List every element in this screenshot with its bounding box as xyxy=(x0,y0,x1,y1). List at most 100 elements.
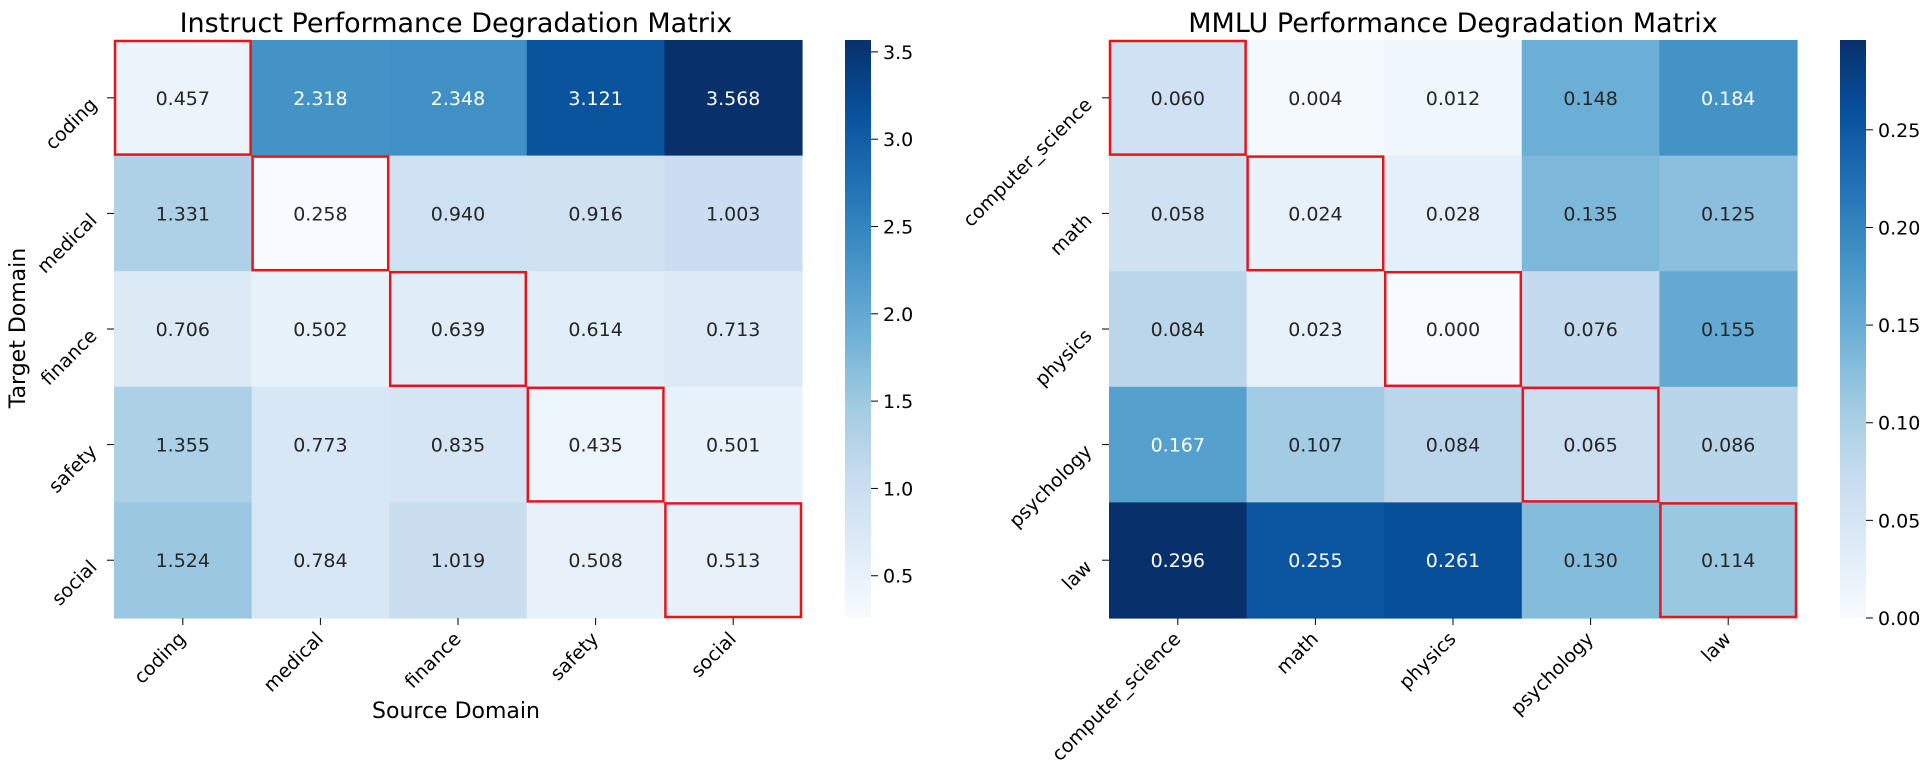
colorbar-tick-label: 2.5 xyxy=(883,216,913,238)
heatmap-cell xyxy=(526,155,665,272)
cell-value-label: 0.255 xyxy=(1288,550,1342,572)
heatmap-cell xyxy=(1659,386,1798,503)
heatmap-cell xyxy=(664,386,803,503)
x-tick-label: math xyxy=(1272,628,1323,679)
heatmap-cell xyxy=(1246,502,1385,619)
heatmap-cell xyxy=(1109,40,1248,157)
cell-value-label: 0.773 xyxy=(293,435,347,457)
cell-value-label: 0.835 xyxy=(431,435,485,457)
heatmap-cell xyxy=(114,40,253,157)
heatmap-cell xyxy=(1109,502,1248,619)
cell-value-label: 0.107 xyxy=(1288,435,1342,457)
cell-value-label: 0.784 xyxy=(293,550,347,572)
cell-value-label: 1.019 xyxy=(431,550,485,572)
y-tick-label: social xyxy=(48,556,102,610)
x-tick-label: psychology xyxy=(1507,628,1599,720)
heatmap-cell xyxy=(1659,155,1798,272)
heatmap-cell xyxy=(526,502,665,619)
heatmap-cell xyxy=(251,40,390,157)
colorbar-gradient xyxy=(845,40,871,618)
heatmap-cell xyxy=(251,386,390,503)
y-tick-label: physics xyxy=(1031,325,1097,391)
y-axis-title: Target Domain xyxy=(6,248,31,409)
heatmap-cell xyxy=(526,271,665,388)
heatmap-cell xyxy=(1659,40,1798,157)
heatmap-cell xyxy=(664,155,803,272)
colorbar-tick-label: 0.5 xyxy=(883,566,913,588)
cell-value-label: 0.258 xyxy=(293,203,347,225)
cell-value-label: 0.706 xyxy=(156,319,210,341)
instruct-heatmap: Instruct Performance Degradation Matrix … xyxy=(6,8,913,724)
y-tick-label: finance xyxy=(37,325,102,390)
heatmap-cell xyxy=(664,502,803,619)
colorbar-tick-label: 2.0 xyxy=(883,304,913,326)
y-tick-label: law xyxy=(1058,556,1097,595)
colorbar-gradient xyxy=(1840,40,1866,618)
cell-value-label: 0.457 xyxy=(156,88,210,110)
colorbar-tick-label: 0.15 xyxy=(1878,315,1920,337)
diagonal-highlights xyxy=(1108,39,1798,619)
cell-value-label: 0.508 xyxy=(568,550,622,572)
cell-value-label: 1.331 xyxy=(156,203,210,225)
heatmap-cell xyxy=(389,155,528,272)
x-tick-label: finance xyxy=(401,628,466,693)
cell-value-label: 0.614 xyxy=(568,319,622,341)
cell-value-label: 0.084 xyxy=(1151,319,1205,341)
heatmap-cells: 0.457 2.318 2.348 3.121 3.568 1.331 0.258 0.940… xyxy=(114,40,803,619)
x-tick-label: social xyxy=(687,628,741,682)
diagonal-highlight xyxy=(1521,386,1660,503)
heatmap-cell xyxy=(389,502,528,619)
cell-value-label: 0.501 xyxy=(706,435,760,457)
y-tick-label: psychology xyxy=(1005,441,1097,533)
chart-title: MMLU Performance Degradation Matrix xyxy=(1188,8,1718,39)
cell-value-label: 0.058 xyxy=(1151,203,1205,225)
diagonal-highlights xyxy=(113,39,803,619)
heatmap-cell xyxy=(664,40,803,157)
cell-value-label: 0.012 xyxy=(1426,88,1480,110)
chart-title: Instruct Performance Degradation Matrix xyxy=(180,8,733,39)
mmlu-heatmap: MMLU Performance Degradation Matrix 0.06… xyxy=(959,8,1920,766)
heatmap-cell xyxy=(1521,155,1660,272)
colorbar-tick-label: 1.0 xyxy=(883,478,913,500)
x-tick-label: physics xyxy=(1395,628,1461,694)
y-tick-label: medical xyxy=(33,209,102,278)
colorbar-tick-label: 3.0 xyxy=(883,129,913,151)
cell-value-label: 0.084 xyxy=(1426,435,1480,457)
colorbar-tick-label: 0.25 xyxy=(1878,120,1920,142)
cell-value-label: 1.355 xyxy=(156,435,210,457)
cell-value-label: 1.003 xyxy=(706,203,760,225)
cell-value-label: 0.155 xyxy=(1701,319,1755,341)
cell-value-label: 0.502 xyxy=(293,319,347,341)
y-tick-label: coding xyxy=(41,94,101,154)
cell-value-label: 3.568 xyxy=(706,88,760,110)
cell-value-label: 3.121 xyxy=(568,88,622,110)
heatmap-cell xyxy=(1246,155,1385,272)
heatmap-cell xyxy=(1659,502,1798,619)
diagonal-highlight xyxy=(1108,39,1247,156)
x-tick-label: safety xyxy=(546,628,603,685)
heatmap-cell xyxy=(1109,386,1248,503)
cell-value-label: 0.261 xyxy=(1426,550,1480,572)
heatmap-cell xyxy=(389,271,528,388)
heatmap-cell xyxy=(114,155,253,272)
cell-value-label: 0.916 xyxy=(568,203,622,225)
heatmap-cell xyxy=(389,40,528,157)
cell-value-label: 0.114 xyxy=(1701,550,1755,572)
cell-value-label: 1.524 xyxy=(156,550,210,572)
x-axis-title: Source Domain xyxy=(372,699,540,724)
x-tick-label: medical xyxy=(259,628,328,697)
heatmap-cell xyxy=(114,271,253,388)
y-tick-label: computer_science xyxy=(959,94,1097,232)
heatmap-cell xyxy=(1384,386,1523,503)
heatmap-cell xyxy=(526,386,665,503)
cell-value-label: 0.713 xyxy=(706,319,760,341)
colorbar-tick-label: 3.5 xyxy=(883,42,913,64)
cell-value-label: 0.513 xyxy=(706,550,760,572)
heatmap-cell xyxy=(1521,386,1660,503)
heatmap-cell xyxy=(389,386,528,503)
heatmap-cell xyxy=(1384,271,1523,388)
diagonal-highlight xyxy=(664,502,803,619)
heatmap-cell xyxy=(1109,271,1248,388)
colorbar-tick-label: 0.10 xyxy=(1878,413,1920,435)
